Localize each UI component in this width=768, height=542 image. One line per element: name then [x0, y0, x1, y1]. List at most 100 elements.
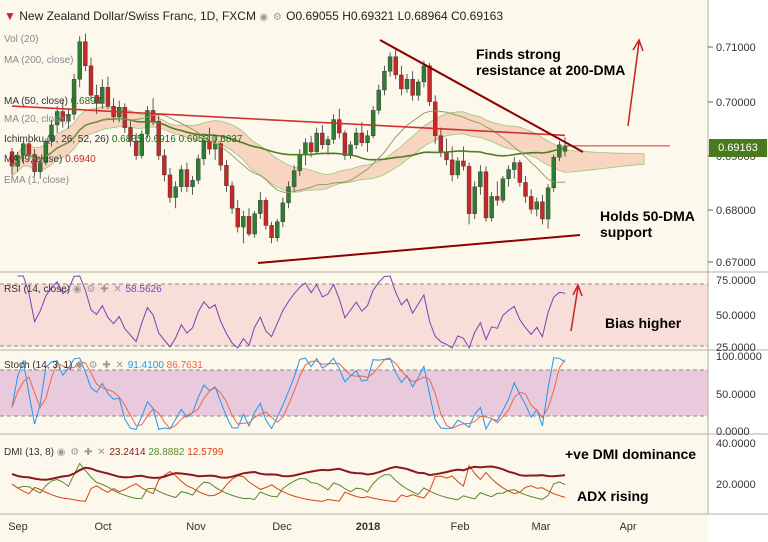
candle-body — [433, 101, 438, 136]
ohlc-high: H0.69321 — [342, 9, 395, 23]
indicator-lines — [11, 105, 670, 503]
candle-body — [534, 201, 539, 210]
symbol-title: New Zealand Dollar/Swiss Franc, 1D, FXCM — [19, 9, 256, 23]
candle-body — [88, 65, 94, 96]
time-label: Nov — [186, 521, 206, 533]
candle-body — [100, 87, 105, 104]
candle-body — [337, 119, 342, 134]
rsi-tick-label: 75.0000 — [716, 275, 756, 287]
candle-body — [77, 41, 82, 80]
candle-body — [512, 162, 517, 170]
candle-body — [139, 133, 144, 156]
candle-body — [416, 81, 421, 96]
price-pane — [0, 0, 708, 271]
time-label: Oct — [94, 521, 111, 533]
candle-body — [506, 169, 511, 179]
candle-body — [128, 127, 133, 142]
candle-body — [365, 135, 370, 143]
candle-body — [291, 170, 297, 187]
rsi-arrow-up-icon — [570, 283, 583, 332]
candle-body — [528, 196, 534, 210]
candle-body — [122, 106, 128, 128]
annotation-dmi-dominance: +ve DMI dominance — [565, 446, 697, 462]
legend-ma200[interactable]: MA (200, close) — [4, 55, 74, 66]
legend-ma-other[interactable]: MA (9, close) 0.6940 — [4, 154, 96, 165]
candle-body — [354, 132, 359, 146]
legend-vol[interactable]: Vol (20) — [4, 34, 39, 45]
current-price-label: 0.69163 — [709, 139, 767, 157]
stoch-k-line — [11, 357, 566, 431]
candle-body — [173, 186, 178, 198]
candle-body — [461, 160, 466, 167]
header-tools-icon[interactable]: ◉ ⚙ — [259, 12, 283, 23]
candle-body — [9, 151, 15, 167]
candle-body — [246, 216, 252, 235]
chevron-down-icon[interactable]: ▼ — [4, 9, 16, 23]
candle-body — [167, 174, 173, 198]
candle-body — [71, 79, 77, 115]
dmi-tick-label: 20.0000 — [716, 479, 756, 491]
candle-body — [472, 186, 477, 214]
time-label: 2018 — [356, 521, 380, 533]
stoch-tick-label: 0.0000 — [716, 426, 750, 438]
rsi-tick-label: 50.0000 — [716, 310, 756, 322]
dmi-tick-label: 40.0000 — [716, 438, 756, 450]
candle-body — [557, 144, 562, 158]
legend-ichimoku[interactable]: Ichimoku (9, 26, 52, 26) 0.6835 0.6916 0… — [4, 134, 243, 145]
candle-body — [32, 154, 37, 172]
stoch-tick-label: 50.0000 — [716, 389, 756, 401]
legend-ma20[interactable]: MA (20, close) — [4, 114, 68, 125]
candle-body — [162, 155, 167, 176]
candle-body — [551, 156, 556, 189]
candle-body — [438, 135, 444, 153]
candle-body — [184, 169, 190, 187]
candle-body — [83, 41, 88, 67]
rsi-tick-label: 25.0000 — [716, 342, 756, 354]
candle-body — [545, 187, 551, 220]
candle-body — [455, 160, 460, 176]
resistance-trendline — [379, 39, 584, 153]
price-tick-label: 0.70000 — [716, 97, 756, 109]
candle-body — [376, 89, 381, 111]
ma200-line — [11, 105, 566, 137]
candle-body — [105, 87, 111, 107]
dmi-legend[interactable]: DMI (13, 8) ◉ ⚙ ✚ ✕ 23.2414 28.8882 12.5… — [4, 447, 224, 458]
rsi-legend[interactable]: RSI (14, close) ◉ ⚙ ✚ ✕ 58.5626 — [4, 284, 162, 295]
price-axis-bg — [708, 0, 768, 542]
price-tick-label: 0.67000 — [716, 257, 756, 269]
candle-body — [66, 113, 71, 122]
candle-body — [252, 213, 257, 235]
candle-body — [466, 166, 472, 214]
time-axis-labels: Sep Oct Nov Dec 2018 Feb Mar Apr — [8, 521, 637, 533]
candle-body — [444, 151, 449, 161]
candle-body — [156, 120, 161, 156]
stoch-legend[interactable]: Stoch (14, 3, 1) ◉ ⚙ ✚ ✕ 91.4100 86.7631 — [4, 360, 203, 371]
candle-body — [297, 154, 302, 171]
price-tick-label: 0.68000 — [716, 205, 756, 217]
candle-body — [218, 143, 223, 166]
candle-body — [201, 140, 207, 159]
legend-ma50[interactable]: MA (50, close) 0.6894 — [4, 96, 102, 107]
annotation-support: Holds 50-DMA support — [600, 208, 695, 240]
candle-body — [190, 180, 195, 187]
ohlc-close: C0.69163 — [450, 9, 504, 23]
di-minus-line — [11, 464, 566, 503]
candle-body — [224, 165, 229, 186]
price-axis-ticks: 0.710000.700000.690000.680000.6700075.00… — [708, 42, 762, 491]
support-trendline — [257, 234, 581, 264]
candle-body — [314, 132, 319, 153]
candle-body — [325, 139, 331, 146]
adx-line — [11, 465, 566, 481]
candle-body — [483, 171, 489, 219]
candle-body — [500, 178, 506, 201]
candle-body — [387, 56, 393, 72]
candle-body — [303, 142, 308, 155]
candle-body — [43, 140, 49, 163]
time-label: Mar — [532, 521, 551, 533]
candle-body — [540, 201, 545, 220]
candle-body — [478, 171, 483, 187]
legend-ema[interactable]: EMA (1, close) — [4, 175, 70, 186]
candle-body — [399, 74, 404, 90]
stoch-band — [0, 370, 708, 416]
